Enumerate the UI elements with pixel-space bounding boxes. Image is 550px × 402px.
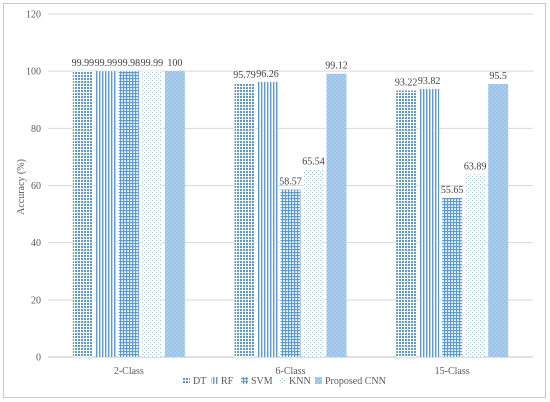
legend-swatch: [183, 377, 190, 384]
bar-svm: [280, 189, 301, 357]
y-tick-label: 80: [31, 124, 41, 135]
x-axis-ticks: 2-Class 6-Class 15-Class: [114, 366, 470, 377]
data-label: 99.99: [95, 58, 118, 69]
bar-svm: [442, 197, 463, 357]
data-label: 95.79: [233, 70, 256, 81]
bar-proposed-cnn: [326, 73, 347, 357]
legend-swatch: [241, 377, 248, 384]
y-axis-ticks: 0 20 40 60 80 100 120: [26, 10, 41, 364]
y-tick-label: 100: [26, 67, 41, 78]
legend-swatch: [279, 377, 286, 384]
bars: [72, 71, 509, 358]
y-tick-label: 120: [26, 10, 41, 21]
data-label: 100: [167, 58, 182, 69]
x-tick-label: 15-Class: [435, 366, 470, 377]
legend-label: RF: [221, 376, 234, 387]
bar-rf: [95, 71, 116, 357]
data-label: 99.99: [72, 58, 95, 69]
data-label: 55.65: [441, 185, 464, 196]
bar-rf: [257, 81, 278, 357]
data-label: 93.82: [418, 76, 441, 87]
bar-proposed-cnn: [164, 71, 185, 358]
bar-knn: [465, 174, 486, 357]
bar-dt: [396, 90, 417, 357]
legend: DT RF SVM KNN Proposed CNN: [183, 376, 386, 387]
data-label: 65.54: [302, 157, 325, 168]
y-tick-label: 0: [36, 353, 41, 364]
bar-rf: [419, 88, 440, 357]
legend-label: Proposed CNN: [325, 376, 386, 387]
legend-swatch: [211, 377, 218, 384]
bar-proposed-cnn: [488, 84, 509, 357]
bar-dt: [234, 83, 255, 357]
data-label: 99.99: [141, 58, 164, 69]
y-tick-label: 60: [31, 181, 41, 192]
legend-label: SVM: [251, 376, 273, 387]
legend-label: DT: [193, 376, 206, 387]
legend-label: KNN: [289, 376, 311, 387]
y-tick-label: 40: [31, 238, 41, 249]
data-label: 95.5: [489, 71, 507, 82]
y-axis-title: Accuracy (%): [16, 159, 27, 215]
bar-knn: [141, 71, 162, 357]
bar-svm: [118, 71, 139, 358]
data-label: 99.12: [325, 61, 348, 72]
data-label: 58.57: [279, 177, 302, 188]
y-tick-label: 20: [31, 295, 41, 306]
x-tick-label: 2-Class: [114, 366, 144, 377]
data-label: 93.22: [395, 78, 418, 89]
bar-dt: [72, 71, 93, 357]
data-label: 99.98: [118, 58, 141, 69]
data-label: 63.89: [464, 161, 487, 172]
legend-swatch: [315, 377, 322, 384]
data-label: 96.26: [256, 69, 279, 80]
x-tick-label: 6-Class: [276, 366, 306, 377]
bar-knn: [303, 169, 324, 357]
